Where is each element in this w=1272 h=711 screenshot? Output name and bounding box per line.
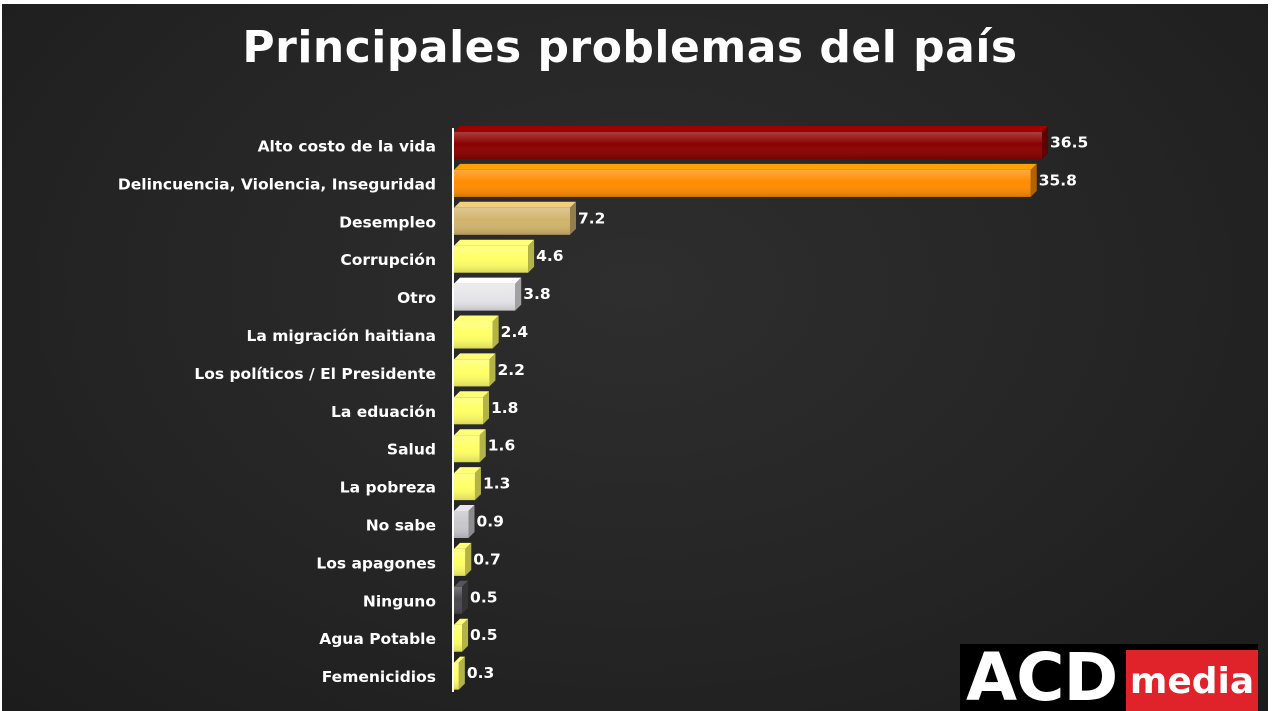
bar-side-face [458, 656, 465, 690]
bar-group: Salud 1.6 [387, 429, 515, 463]
bar-side-face [479, 429, 486, 463]
bar-side-face [1030, 163, 1037, 197]
category-label: Los apagones [316, 554, 436, 572]
bar-group: La pobreza 1.3 [340, 467, 510, 501]
value-label: 0.5 [470, 588, 497, 606]
bar-top-face [454, 542, 472, 549]
logo-media-text: media [1126, 650, 1258, 711]
bar-highlight [454, 245, 529, 273]
category-label: Desempleo [339, 213, 436, 231]
bar-top-face [454, 126, 1048, 132]
bar-top-face [454, 580, 469, 587]
bar-highlight [454, 283, 516, 311]
bar-group: La eduación 1.8 [331, 391, 518, 425]
category-label: Otro [397, 289, 436, 307]
bar-highlight [454, 548, 466, 576]
value-label: 0.7 [473, 550, 500, 568]
value-label: 0.5 [470, 626, 497, 644]
bar-top-face [454, 391, 489, 398]
bar-highlight [454, 207, 570, 235]
value-label: 2.4 [501, 323, 529, 341]
bar-top-face [454, 353, 496, 360]
logo-acd-text: ACD [966, 639, 1118, 711]
bar-side-face [569, 201, 576, 235]
bar-side-face [474, 467, 481, 501]
bar-side-face [528, 239, 535, 273]
bar-group: Agua Potable 0.5 [319, 618, 498, 652]
category-label: Femenicidios [322, 668, 436, 686]
bar-group: La migración haitiana 2.4 [247, 315, 529, 349]
slide-background: Principales problemas del país Alto cost… [2, 4, 1268, 711]
bar-highlight [454, 321, 493, 349]
bar-group: Alto costo de la vida 36.5 [258, 126, 1088, 159]
bar-side-face [465, 542, 472, 576]
bar-highlight [454, 624, 463, 652]
bar-side-face [492, 315, 499, 349]
value-label: 2.2 [497, 361, 524, 379]
bar-top-face [454, 239, 535, 246]
bar-side-face [462, 580, 469, 614]
bar-highlight [454, 586, 463, 614]
bar-highlight [454, 359, 490, 387]
bar-group: Desempleo 7.2 [339, 201, 605, 235]
bar-group: Otro 3.8 [397, 277, 551, 311]
value-label: 3.8 [523, 285, 550, 303]
category-label: La migración haitiana [247, 327, 436, 345]
value-label: 1.8 [491, 399, 518, 417]
value-label: 1.3 [483, 475, 510, 493]
value-label: 7.2 [578, 209, 605, 227]
category-label: No sabe [366, 517, 436, 535]
category-label: Los políticos / El Presidente [194, 365, 436, 383]
bar-side-face [482, 391, 489, 425]
bar-group: Los apagones 0.7 [316, 542, 501, 576]
category-label: Delincuencia, Violencia, Inseguridad [118, 175, 436, 193]
value-label: 36.5 [1050, 134, 1088, 152]
bar-side-face [515, 277, 522, 311]
bar-highlight [454, 511, 469, 538]
bar-highlight [454, 132, 1042, 159]
bar-top-face [454, 467, 481, 474]
acd-media-logo: ACD media [960, 644, 1258, 711]
bar-group: Femenicidios 0.3 [322, 656, 494, 690]
value-label: 0.9 [476, 513, 503, 531]
bar-highlight [454, 473, 475, 501]
category-label: Ninguno [363, 592, 436, 610]
bar-top-face [454, 505, 475, 511]
category-label: Salud [387, 441, 436, 459]
category-label: Alto costo de la vida [258, 138, 436, 156]
chart-title: Principales problemas del país [242, 22, 1018, 73]
bar-group: Delincuencia, Violencia, Inseguridad 35.8 [118, 163, 1077, 197]
bar-highlight [454, 435, 480, 463]
category-label: Corrupción [340, 251, 436, 269]
bar-side-face [462, 618, 469, 652]
bar-highlight [454, 397, 483, 425]
bar-top-face [454, 201, 576, 208]
bar-top-face [454, 618, 469, 625]
category-label: Agua Potable [319, 630, 436, 648]
value-label: 4.6 [536, 247, 563, 265]
bar-group: No sabe 0.9 [366, 505, 504, 538]
bar-group: Corrupción 4.6 [340, 239, 564, 273]
bar-highlight [454, 662, 459, 690]
bar-top-face [454, 277, 522, 284]
bar-side-face [489, 353, 496, 387]
bar-top-face [454, 429, 486, 436]
bar-top-face [454, 163, 1037, 170]
bar-side-face [468, 505, 475, 538]
bar-group: Los políticos / El Presidente 2.2 [194, 353, 525, 387]
bar-side-face [1042, 126, 1048, 159]
value-label: 0.3 [467, 664, 494, 682]
bar-top-face [454, 656, 465, 663]
value-label: 1.6 [488, 437, 515, 455]
value-label: 35.8 [1039, 171, 1077, 189]
bar-group: Ninguno 0.5 [363, 580, 498, 614]
bar-chart: Alto costo de la vida 36.5 Delincuencia, V… [118, 126, 1088, 692]
category-label: La pobreza [340, 479, 436, 497]
bar-top-face [454, 315, 499, 322]
bar-highlight [454, 169, 1031, 197]
category-label: La eduación [331, 403, 436, 421]
